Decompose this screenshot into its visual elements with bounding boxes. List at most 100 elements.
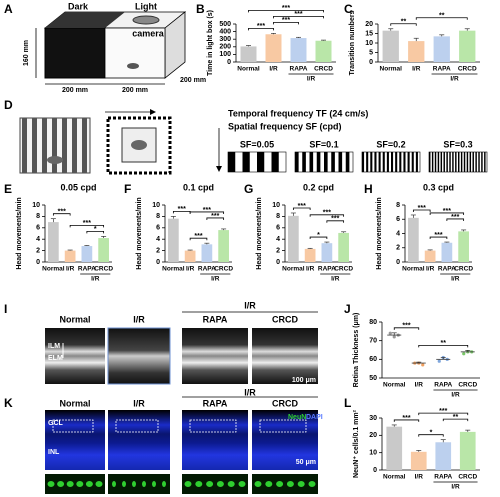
- significance-label: **: [439, 13, 445, 20]
- bar: [288, 215, 299, 262]
- y-axis-title: Retina Thickness (μm): [353, 313, 360, 388]
- x-tick-label: CRCD: [454, 266, 473, 273]
- y-tick-label: 6: [156, 225, 160, 232]
- y-tick-label: 2: [156, 247, 160, 254]
- panel-letter: L: [344, 396, 351, 410]
- stain-label: NeuN: [288, 414, 306, 421]
- data-point: [392, 335, 396, 339]
- panel-i: Normal I/R RAPA CRCD I/R ILM ELM 100 μm: [45, 300, 318, 385]
- zoom-strip: [182, 474, 248, 494]
- significance-bracket: [390, 23, 417, 26]
- y-tick-label: 8: [276, 213, 280, 220]
- significance-label: ***: [282, 17, 290, 24]
- group-label: CRCD: [272, 314, 298, 324]
- bar: [338, 232, 349, 262]
- significance-bracket: [292, 207, 311, 210]
- x-tick-label: Normal: [383, 474, 406, 481]
- y-tick-label: 300: [219, 36, 231, 43]
- bar: [408, 41, 425, 62]
- significance-bracket: [412, 209, 431, 212]
- x-tick-label: I/R: [412, 66, 421, 73]
- panel-k: Normal I/R RAPA CRCD I/R GCL INL NeuN DAPI 50 μm: [45, 387, 323, 494]
- mouse: [131, 140, 147, 150]
- grating-bar: [302, 152, 306, 172]
- group-label: I/R: [244, 300, 256, 310]
- significance-label: ***: [443, 208, 451, 215]
- bar: [410, 451, 427, 470]
- fluorescence-image: [108, 410, 170, 470]
- grating-bar: [407, 152, 410, 172]
- group-label: I/R: [133, 314, 145, 324]
- bar: [98, 238, 109, 262]
- x-tick-label: RAPA: [438, 266, 456, 273]
- significance-label: ***: [58, 209, 66, 216]
- chart: 50 60 70 80 Retina Thickness (μm) Normal I/R RA…: [353, 313, 480, 399]
- significance-bracket: [189, 237, 208, 241]
- bar: [315, 40, 332, 62]
- x-tick-label: I/R: [66, 266, 75, 273]
- group-label: I/R: [451, 392, 460, 399]
- significance-label: ***: [402, 323, 410, 330]
- stripe: [42, 118, 47, 173]
- bar: [433, 36, 450, 62]
- neun-cell: [142, 481, 146, 487]
- grating-bar: [434, 152, 437, 172]
- layer-label: ILM: [48, 343, 60, 350]
- grating-bar: [446, 152, 448, 172]
- camera-label: camera: [132, 28, 165, 38]
- grating-bar: [469, 152, 472, 172]
- neun-cell: [132, 481, 136, 487]
- significance-label: ***: [402, 415, 410, 422]
- neun-cell: [57, 481, 65, 487]
- significance-label: ***: [323, 210, 331, 217]
- bar: [265, 34, 282, 62]
- neun-cell: [76, 481, 84, 487]
- y-axis-title: Head movements/min: [376, 197, 383, 269]
- y-tick-label: 6: [396, 216, 400, 223]
- arrow-head: [216, 166, 222, 172]
- grating-bar: [463, 152, 466, 172]
- grating-bar: [478, 152, 480, 172]
- bar: [64, 250, 76, 262]
- significance-bracket: [86, 230, 105, 234]
- stripe: [82, 118, 87, 173]
- chart-title: 0.2 cpd: [303, 182, 334, 192]
- bar: [184, 250, 196, 262]
- significance-label: ***: [178, 206, 186, 213]
- stripe: [62, 118, 67, 173]
- group-label: Normal: [59, 398, 90, 408]
- neun-cell: [47, 481, 55, 487]
- bar: [435, 442, 452, 470]
- significance-bracket: [273, 21, 299, 25]
- grating-bar: [391, 152, 394, 172]
- grating-bar: [460, 152, 463, 172]
- grating-bar: [370, 152, 373, 172]
- neun-cell: [162, 481, 166, 487]
- neun-cell: [95, 481, 103, 487]
- stripe: [22, 118, 27, 173]
- x-tick-label: RAPA: [434, 382, 452, 389]
- y-tick-label: 100: [219, 51, 231, 58]
- panel-letter: C: [344, 2, 353, 16]
- zoom-strip: [45, 474, 105, 494]
- data-point: [437, 359, 441, 363]
- x-tick-label: CRCD: [458, 474, 477, 481]
- group-label: I/R: [211, 276, 220, 283]
- panel-letter: A: [4, 2, 13, 16]
- chart-title: 0.1 cpd: [183, 182, 214, 192]
- grating-label: SF=0.1: [309, 139, 338, 149]
- significance-bracket: [418, 434, 444, 437]
- bar: [424, 250, 436, 262]
- group-label: I/R: [450, 76, 459, 83]
- bar: [81, 246, 93, 262]
- dark-top: [45, 12, 125, 28]
- significance-label: ***: [211, 213, 219, 220]
- bar: [201, 244, 213, 262]
- layer-label: GCL: [48, 420, 64, 427]
- significance-label: *: [94, 226, 97, 233]
- tf-label: Temporal frequency TF (24 cm/s): [228, 108, 368, 118]
- y-tick-label: 500: [219, 21, 231, 28]
